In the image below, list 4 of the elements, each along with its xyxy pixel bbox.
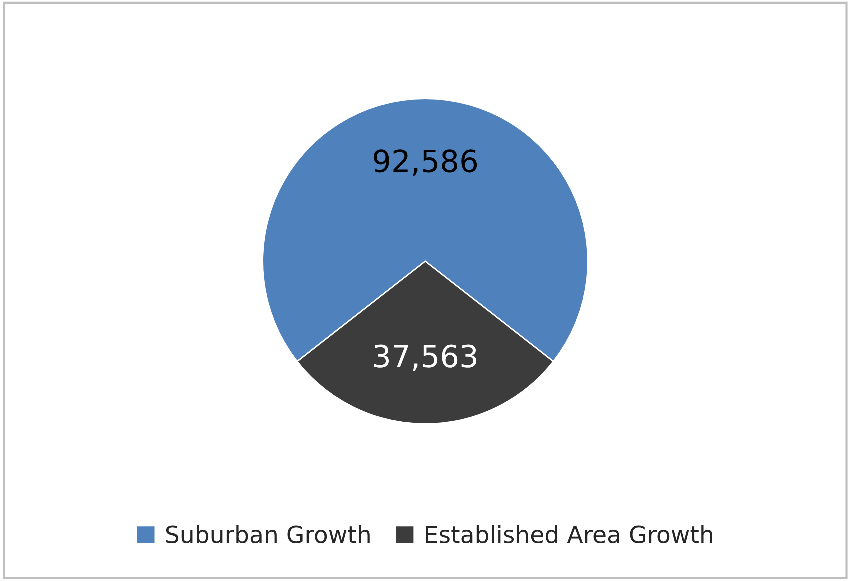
- data-label: 92,586: [374, 150, 478, 176]
- legend-label: Established Area Growth: [426, 525, 712, 544]
- data-label: 37,563: [374, 344, 477, 372]
- legend-label: Suburban Growth: [166, 525, 370, 544]
